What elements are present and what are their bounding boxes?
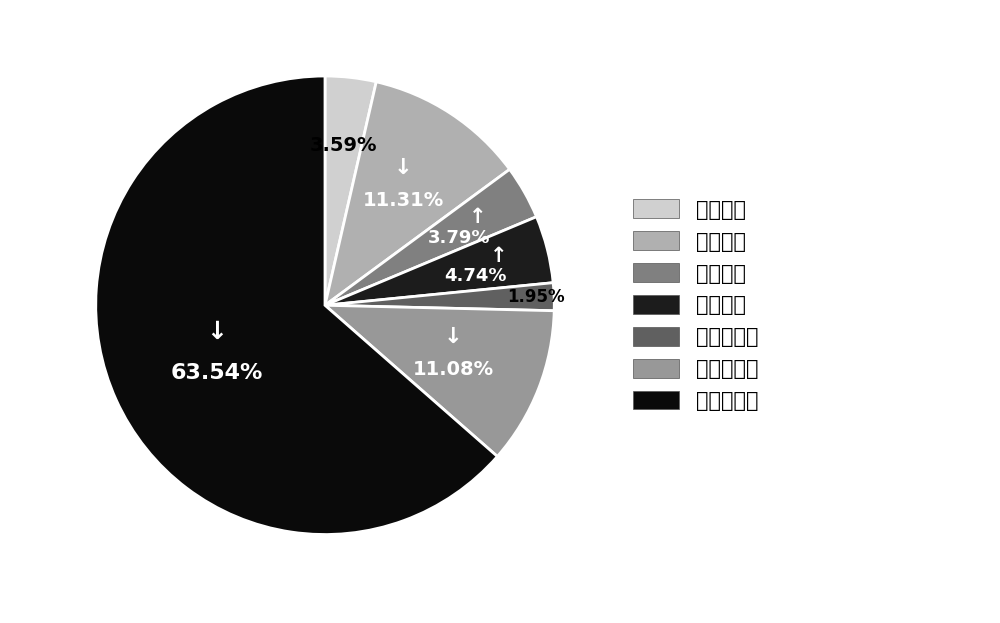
Text: 11.08%: 11.08% [413, 359, 494, 379]
Wedge shape [325, 169, 536, 305]
Wedge shape [325, 305, 554, 457]
Text: 1.95%: 1.95% [507, 288, 565, 307]
Text: 4.74%: 4.74% [445, 267, 507, 285]
Wedge shape [96, 76, 497, 535]
Text: 63.54%: 63.54% [170, 363, 263, 383]
Text: ↑: ↑ [469, 207, 487, 227]
Text: 3.79%: 3.79% [428, 229, 491, 247]
Text: 11.31%: 11.31% [362, 191, 444, 210]
Wedge shape [325, 283, 554, 311]
Legend: 日产奶量, 乳脂含量, 蛋白含量, 乳糖含量, 干物质含量, 尿素氮含量, 体细胞评分: 日产奶量, 乳脂含量, 蛋白含量, 乳糖含量, 干物质含量, 尿素氮含量, 体细… [633, 199, 758, 411]
Wedge shape [325, 82, 510, 305]
Text: ↑: ↑ [490, 245, 508, 265]
Text: ↓: ↓ [394, 158, 412, 178]
Text: ↓: ↓ [444, 327, 462, 347]
Wedge shape [325, 76, 376, 305]
Text: 3.59%: 3.59% [309, 136, 377, 155]
Text: ↓: ↓ [206, 320, 227, 343]
Wedge shape [325, 217, 553, 305]
